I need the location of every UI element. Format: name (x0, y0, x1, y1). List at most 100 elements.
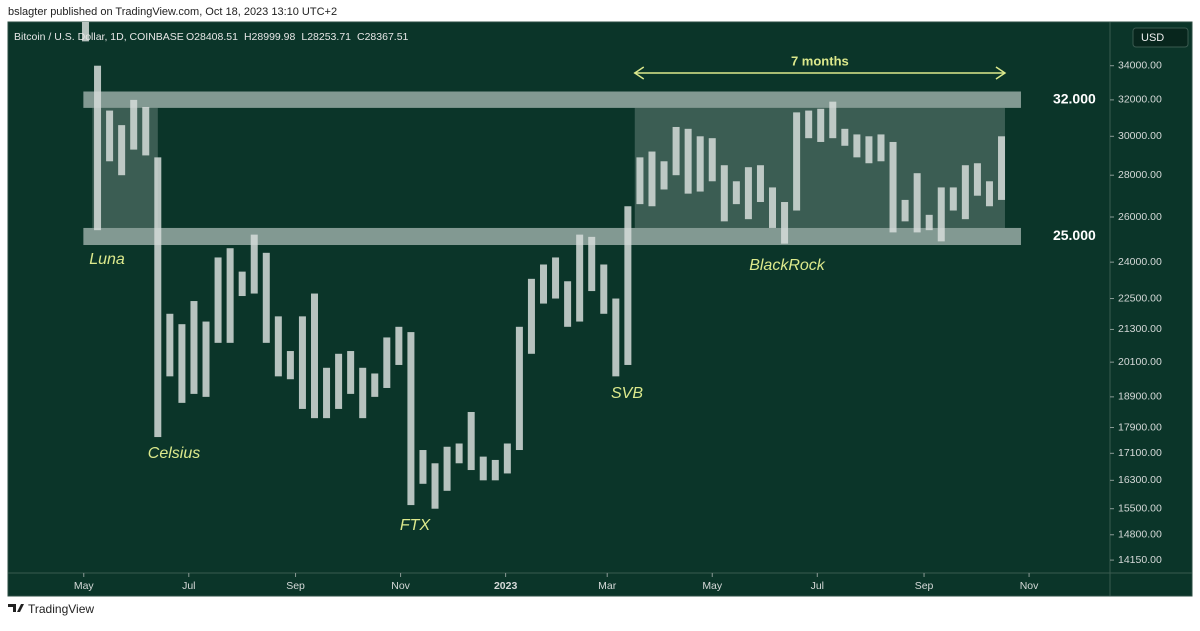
price-bar (298, 316, 306, 409)
arrow-head (633, 66, 645, 80)
y-tick-label: 34000.00 (1118, 59, 1162, 71)
price-bar (949, 187, 957, 211)
arrow-head (995, 66, 1007, 80)
price-bar (142, 106, 150, 156)
price-bar (347, 351, 355, 394)
plot (81, 22, 1021, 509)
price-bar (636, 157, 644, 205)
price-bar (515, 326, 523, 451)
ohlc-value: O28408.51 (186, 31, 238, 43)
price-bar (178, 324, 186, 403)
y-tick-label: 28000.00 (1118, 169, 1162, 181)
tv-logo (8, 604, 24, 612)
price-bar (769, 187, 777, 228)
price-bar (829, 101, 837, 139)
price-bar (274, 316, 282, 377)
price-bar (913, 173, 921, 233)
byline: bslagter published on TradingView.com, O… (8, 6, 337, 18)
price-bar (443, 446, 451, 491)
event-annotation: Luna (89, 251, 125, 268)
ohlc-value: L28253.71 (301, 31, 351, 43)
y-tick-label: 18900.00 (1118, 391, 1162, 403)
price-bar (805, 110, 813, 139)
price-bar (431, 463, 439, 509)
price-bar (154, 157, 162, 438)
event-annotation: FTX (400, 517, 432, 534)
currency: USD (1141, 32, 1164, 44)
price-bar (371, 373, 379, 397)
footer: TradingView (28, 602, 94, 616)
price-bar (732, 181, 740, 205)
ohlc-value: H28999.98 (244, 31, 296, 43)
price-bar (998, 136, 1006, 200)
zone-label: 32.000 (1053, 90, 1096, 106)
price-bar (877, 134, 885, 162)
price-bar (226, 248, 234, 343)
price-bar (672, 126, 680, 176)
price-bar (648, 151, 656, 207)
price-bar (600, 264, 608, 314)
y-tick-label: 20100.00 (1118, 356, 1162, 368)
price-bar (323, 367, 331, 419)
y-tick-label: 15500.00 (1118, 502, 1162, 514)
price-bar (190, 301, 198, 394)
price-bar (262, 252, 270, 343)
x-tick-label: Sep (915, 580, 934, 592)
price-bar (708, 138, 716, 182)
x-tick-label: Jul (182, 580, 195, 592)
price-bar (419, 450, 427, 484)
price-bar (455, 443, 463, 464)
price-bar (901, 199, 909, 222)
y-tick-label: 14150.00 (1118, 554, 1162, 566)
zone-label: 25.000 (1053, 227, 1096, 243)
price-bar (118, 125, 126, 176)
price-bar (130, 99, 138, 150)
price-bar (383, 337, 391, 388)
price-bar (985, 181, 993, 207)
price-bar (106, 110, 114, 162)
price-bar (467, 411, 475, 471)
price-bar (853, 134, 861, 158)
x-tick-label: May (74, 580, 95, 592)
price-bar (973, 163, 981, 196)
price-bar (684, 128, 692, 194)
y-tick-label: 16300.00 (1118, 474, 1162, 486)
price-bar (793, 112, 801, 211)
event-annotation: Celsius (148, 445, 200, 462)
price-bar (756, 165, 764, 203)
span-label: 7 months (791, 53, 849, 68)
price-bar (937, 187, 945, 242)
price-bar (889, 141, 897, 233)
price-bar (527, 278, 535, 354)
price-bar (660, 161, 668, 190)
y-tick-label: 30000.00 (1118, 130, 1162, 142)
y-tick-label: 26000.00 (1118, 211, 1162, 223)
price-bar (81, 22, 89, 42)
price-bar (624, 206, 632, 365)
price-bar (359, 367, 367, 419)
price-bar (552, 257, 560, 299)
price-bar (395, 326, 403, 365)
price-bar (961, 165, 969, 220)
price-bar (335, 353, 343, 409)
price-bar (166, 313, 174, 377)
x-tick-label: Nov (1020, 580, 1039, 592)
y-tick-label: 14800.00 (1118, 529, 1162, 541)
x-tick-label: 2023 (494, 580, 518, 592)
price-bar (310, 293, 318, 419)
price-bar (925, 214, 933, 231)
y-tick-label: 17900.00 (1118, 421, 1162, 433)
x-tick-label: Mar (598, 580, 617, 592)
y-tick-label: 22500.00 (1118, 292, 1162, 304)
zone (83, 227, 1021, 246)
y-tick-label: 32000.00 (1118, 94, 1162, 106)
price-bar (407, 332, 415, 506)
y-tick-label: 17100.00 (1118, 447, 1162, 459)
price-bar (286, 351, 294, 380)
price-bar (865, 136, 873, 164)
price-bar (540, 264, 548, 304)
event-annotation: SVB (611, 385, 643, 402)
plot-background (7, 21, 1193, 597)
price-bar (841, 128, 849, 146)
